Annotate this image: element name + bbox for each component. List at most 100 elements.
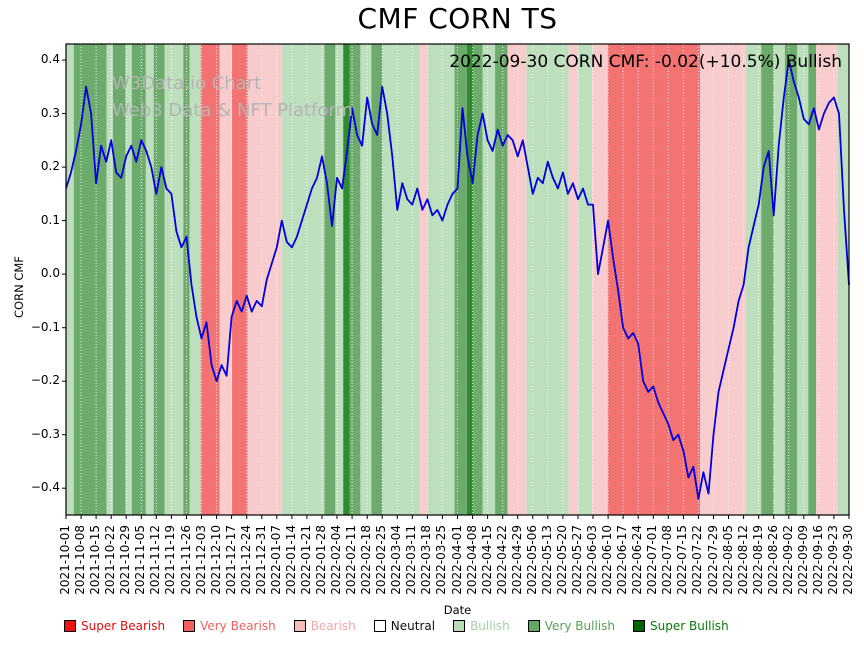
sentiment-band-bearish	[568, 44, 579, 515]
x-tick-label: 2021-12-24	[238, 525, 253, 595]
x-tick-label: 2022-08-05	[720, 525, 735, 595]
x-tick-label: 2022-06-17	[615, 525, 630, 595]
x-tick-label: 2022-07-15	[675, 525, 690, 595]
legend-swatch	[64, 620, 76, 632]
x-tick-label: 2022-09-16	[810, 525, 825, 595]
legend-item-bullish: Bullish	[453, 619, 510, 633]
y-tick-label: −0.4	[30, 480, 60, 495]
sentiment-band-very_bullish	[131, 44, 146, 515]
x-tick-label: 2022-07-22	[690, 525, 705, 595]
x-tick-label: 2022-09-23	[825, 525, 840, 595]
legend-label: Very Bearish	[200, 619, 276, 633]
cmf-line	[65, 59, 850, 500]
legend-item-neutral: Neutral	[373, 619, 436, 633]
x-tick-label: 2021-11-26	[178, 525, 193, 595]
sentiment-band-bearish	[219, 44, 232, 515]
x-tick-label: 2021-11-19	[163, 525, 178, 595]
x-tick-label: 2022-04-15	[479, 525, 494, 595]
legend-item-bearish: Bearish	[293, 619, 356, 633]
x-tick-label: 2022-07-29	[705, 525, 720, 595]
x-tick-label: 2021-10-22	[103, 525, 118, 595]
sentiment-band-very_bullish	[761, 44, 774, 515]
latest-value-annotation: 2022-09-30 CORN CMF: -0.02(+10.5%) Bulli…	[449, 52, 842, 72]
sentiment-band-bearish	[700, 44, 746, 515]
legend-item-very-bullish: Very Bullish	[527, 619, 615, 633]
legend-label: Neutral	[390, 619, 436, 633]
x-tick-label: 2022-03-04	[389, 525, 404, 595]
x-tick-label: 2022-01-28	[314, 525, 328, 595]
x-tick-label: 2022-09-02	[780, 525, 795, 595]
watermark-line1: W3Data.io Chart	[112, 73, 262, 94]
sentiment-band-very_bearish	[607, 44, 701, 515]
x-tick-label: 2021-10-08	[73, 525, 88, 595]
y-tick-label: −0.2	[30, 373, 60, 388]
x-tick-label: 2021-12-17	[223, 525, 238, 595]
x-tick-label: 2022-08-26	[765, 525, 780, 595]
plot-border	[65, 43, 850, 516]
x-tick-label: 2022-06-24	[630, 525, 645, 595]
x-tick-label: 2022-07-08	[660, 525, 675, 595]
sentiment-band-bullish	[773, 44, 785, 515]
x-tick-label: 2022-04-29	[509, 525, 524, 595]
sentiment-band-super_bullish	[343, 44, 350, 515]
x-tick-label: 2021-11-12	[148, 525, 163, 595]
x-tick-label: 2022-05-20	[554, 525, 569, 595]
legend-swatch	[183, 620, 196, 632]
x-tick-label: 2022-06-10	[600, 525, 615, 595]
sentiment-band-very_bearish	[200, 44, 220, 515]
y-tick-label: −0.1	[30, 319, 60, 334]
y-tick-label: 0.1	[40, 212, 60, 227]
sentiment-band-bullish	[427, 44, 455, 515]
sentiment-band-very_bullish	[324, 44, 336, 515]
sentiment-band-bearish	[419, 44, 428, 515]
legend-label: Super Bearish	[81, 619, 166, 633]
sentiment-band-very_bullish	[153, 44, 165, 515]
sentiment-band-bullish	[66, 44, 74, 515]
y-tick-label: 0.4	[40, 52, 60, 67]
sentiment-band-very_bullish	[473, 44, 483, 515]
sentiment-band-very_bullish	[454, 44, 467, 515]
x-tick-label: 2022-05-06	[524, 525, 539, 595]
sentiment-band-bullish	[164, 44, 184, 515]
sentiment-band-bullish	[125, 44, 132, 515]
x-tick-label: 2022-08-12	[735, 525, 750, 595]
legend-swatch	[373, 620, 386, 632]
sentiment-band-bullish	[797, 44, 809, 515]
legend-label: Bearish	[310, 619, 356, 633]
x-tick-label: 2022-04-22	[494, 525, 509, 595]
sentiment-band-bullish	[838, 44, 849, 515]
x-tick-label: 2022-02-04	[329, 525, 343, 595]
sentiment-band-bullish	[282, 44, 325, 515]
legend-item-super-bearish: Super Bearish	[64, 619, 165, 633]
x-tick-label: 2021-12-31	[253, 525, 268, 595]
watermark: W3Data.io Chart Web3 Data & NFT Platform	[112, 70, 353, 124]
legend-swatch	[633, 620, 645, 632]
x-tick-label: 2022-04-01	[449, 525, 464, 595]
sentiment-band-bullish	[335, 44, 344, 515]
legend-label: Bullish	[470, 619, 510, 633]
legend-item-very-bearish: Very Bearish	[183, 619, 276, 633]
x-tick-label: 2022-07-01	[645, 525, 660, 595]
x-axis-label: Date	[443, 603, 472, 617]
sentiment-band-super_bullish	[466, 44, 474, 515]
sentiment-band-bullish	[482, 44, 496, 515]
x-tick-label: 2022-03-18	[419, 525, 434, 595]
x-tick-label: 2022-01-07	[268, 525, 283, 595]
x-tick-label: 2021-10-15	[88, 525, 103, 595]
x-tick-label: 2022-05-27	[570, 525, 584, 595]
sentiment-band-bullish	[360, 44, 372, 515]
sentiment-band-very_bullish	[183, 44, 190, 515]
legend-label: Very Bullish	[544, 619, 615, 633]
x-tick-label: 2022-08-19	[750, 525, 765, 595]
x-tick-label: 2022-02-25	[374, 525, 389, 595]
x-tick-label: 2022-04-08	[464, 525, 479, 595]
y-tick-label: 0.0	[40, 266, 60, 281]
sentiment-band-very_bullish	[73, 44, 107, 515]
legend-swatch	[453, 620, 466, 632]
sentiment-band-very_bullish	[808, 44, 817, 515]
x-tick-label: 2022-02-18	[359, 525, 374, 595]
x-tick-label: 2022-03-25	[434, 525, 449, 595]
sentiment-band-bullish	[526, 44, 569, 515]
